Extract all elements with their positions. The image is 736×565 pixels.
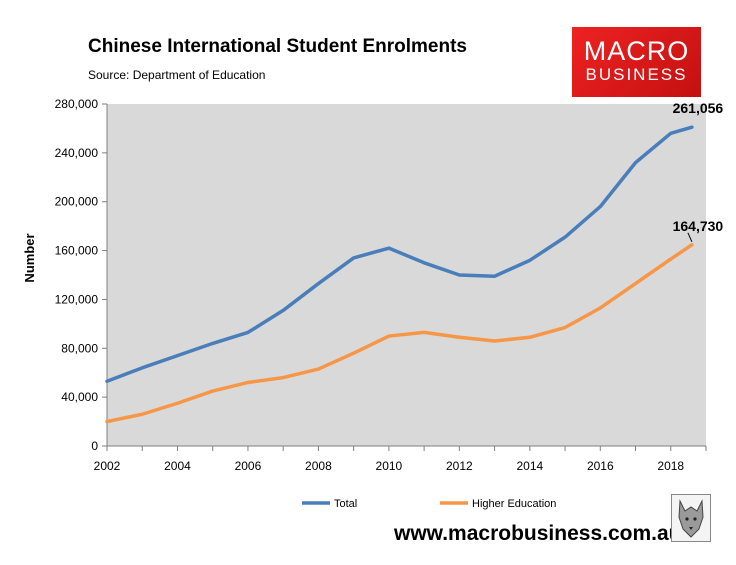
x-tick-label: 2008 (305, 459, 332, 473)
website-url: www.macrobusiness.com.au (394, 522, 682, 545)
y-tick-label: 80,000 (61, 341, 98, 355)
y-tick-label: 200,000 (55, 195, 99, 209)
chart-title: Chinese International Student Enrolments (88, 36, 467, 57)
legend: Total Higher Education (302, 498, 556, 510)
series-lines (105, 125, 694, 424)
x-axis-ticks: 2002 2004 2006 2008 2010 2012 2014 2016 2018 (94, 446, 707, 473)
y-tick-label: 280,000 (55, 97, 99, 111)
x-tick-label: 2002 (94, 459, 121, 473)
logo-line-1: MACRO (583, 36, 690, 66)
x-tick-label: 2010 (376, 459, 403, 473)
x-tick-label: 2018 (657, 459, 684, 473)
series-line-higher-education (105, 243, 694, 424)
y-tick-label: 160,000 (55, 244, 99, 258)
chart-source: Source: Department of Education (88, 68, 266, 82)
legend-label: Higher Education (472, 498, 556, 510)
y-tick-label: 120,000 (55, 292, 99, 306)
macrobusiness-logo: MACRO BUSINESS (572, 27, 701, 97)
y-tick-label: 0 (91, 439, 98, 453)
x-tick-label: 2014 (516, 459, 543, 473)
data-label-leader (687, 232, 693, 242)
y-axis-label: Number (22, 233, 37, 282)
data-labels: 261,056 164,730 (673, 100, 724, 242)
y-tick-label: 240,000 (55, 146, 99, 160)
wolf-logo (671, 494, 711, 542)
y-tick-label: 40,000 (61, 390, 98, 404)
data-label: 261,056 (673, 100, 724, 116)
data-label: 164,730 (673, 218, 724, 234)
x-tick-label: 2006 (235, 459, 262, 473)
axes (106, 104, 706, 447)
x-tick-label: 2016 (587, 459, 614, 473)
series-line-total (105, 125, 694, 384)
logo-line-2: BUSINESS (585, 65, 688, 84)
x-tick-label: 2012 (446, 459, 473, 473)
plot-area (107, 104, 706, 446)
legend-label: Total (334, 498, 357, 510)
y-axis-ticks: 0 40,000 80,000 120,000 160,000 200,000 240,00… (55, 97, 107, 453)
wolf-icon (678, 499, 704, 538)
x-tick-label: 2004 (164, 459, 191, 473)
